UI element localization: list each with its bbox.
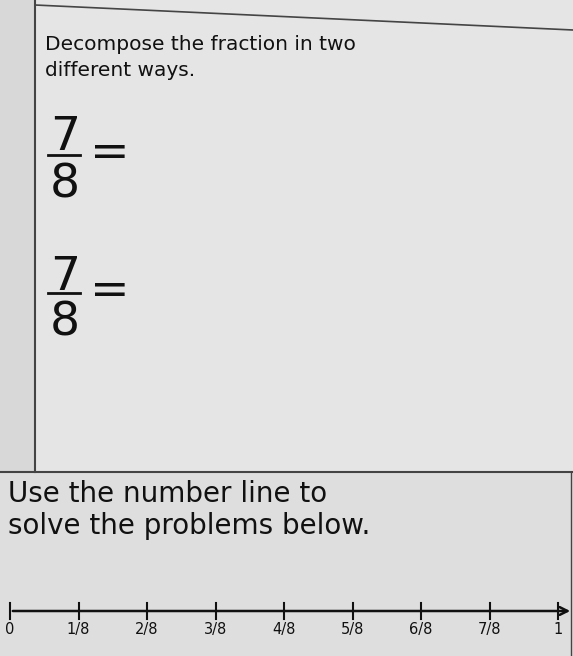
Text: 7: 7 — [50, 255, 80, 300]
Text: 7/8: 7/8 — [478, 622, 501, 637]
Text: 1/8: 1/8 — [67, 622, 90, 637]
Text: 1: 1 — [554, 622, 563, 637]
Text: Decompose the fraction in two: Decompose the fraction in two — [45, 35, 356, 54]
Text: 6/8: 6/8 — [409, 622, 433, 637]
Text: =: = — [90, 131, 129, 176]
Text: 0: 0 — [5, 622, 15, 637]
Text: 2/8: 2/8 — [135, 622, 159, 637]
Text: Use the number line to: Use the number line to — [8, 480, 327, 508]
Text: solve the problems below.: solve the problems below. — [8, 512, 370, 541]
Text: 4/8: 4/8 — [272, 622, 296, 637]
Text: 8: 8 — [50, 162, 80, 207]
Text: =: = — [90, 268, 129, 314]
Text: 5/8: 5/8 — [341, 622, 364, 637]
Bar — [35, 0, 573, 472]
Bar — [0, 472, 573, 656]
Text: different ways.: different ways. — [45, 61, 195, 80]
Text: 3/8: 3/8 — [204, 622, 227, 637]
Text: 8: 8 — [50, 300, 80, 345]
Text: 7: 7 — [50, 115, 80, 160]
